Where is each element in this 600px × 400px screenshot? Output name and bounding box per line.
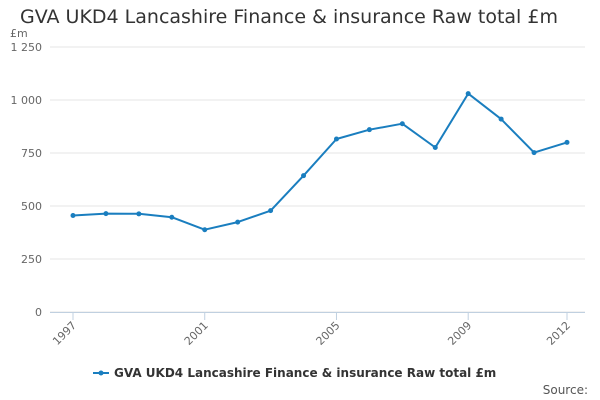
data-point-2007[interactable] <box>399 121 405 127</box>
grid-layer <box>50 46 585 313</box>
data-point-1997[interactable] <box>70 213 76 219</box>
x-tick-label-1: 2001 <box>182 319 211 348</box>
data-point-2008[interactable] <box>432 144 438 150</box>
y-axis-unit-label: £m <box>10 27 28 40</box>
legend-swatch-marker <box>98 370 104 376</box>
data-point-2005[interactable] <box>333 136 339 142</box>
source-label: Source: <box>543 383 588 397</box>
data-point-2004[interactable] <box>301 173 307 179</box>
chart-title: GVA UKD4 Lancashire Finance & insurance … <box>20 6 558 28</box>
y-tick-label-1: 250 <box>21 253 42 266</box>
axis-layer: 0 250 500 750 1 000 1 250 1997 2001 2005 2009 2012 <box>11 41 585 348</box>
y-tick-label-4: 1 000 <box>11 94 43 107</box>
series-line-0[interactable] <box>72 92 568 231</box>
x-tick-label-3: 2009 <box>445 319 474 348</box>
data-point-2006[interactable] <box>366 127 372 133</box>
series-layer <box>70 91 570 233</box>
data-point-2009[interactable] <box>465 91 471 97</box>
legend-item-label[interactable]: GVA UKD4 Lancashire Finance & insurance … <box>114 366 496 380</box>
data-point-1998[interactable] <box>103 211 109 217</box>
data-point-2001[interactable] <box>202 227 208 233</box>
x-tick-label-2: 2005 <box>314 319 343 348</box>
data-point-2010[interactable] <box>498 116 504 122</box>
legend[interactable]: GVA UKD4 Lancashire Finance & insurance … <box>93 366 496 380</box>
data-point-2012[interactable] <box>564 139 570 145</box>
data-point-2003[interactable] <box>268 208 274 214</box>
y-tick-label-5: 1 250 <box>11 41 43 54</box>
data-point-1999[interactable] <box>136 211 142 217</box>
data-point-2011[interactable] <box>531 150 537 156</box>
y-tick-label-2: 500 <box>21 200 42 213</box>
data-point-2002[interactable] <box>235 219 241 225</box>
x-tick-label-4: 2012 <box>544 319 573 348</box>
data-point-2000[interactable] <box>169 214 175 220</box>
y-tick-label-0: 0 <box>35 306 42 319</box>
y-tick-label-3: 750 <box>21 147 42 160</box>
x-tick-label-0: 1997 <box>50 319 79 348</box>
